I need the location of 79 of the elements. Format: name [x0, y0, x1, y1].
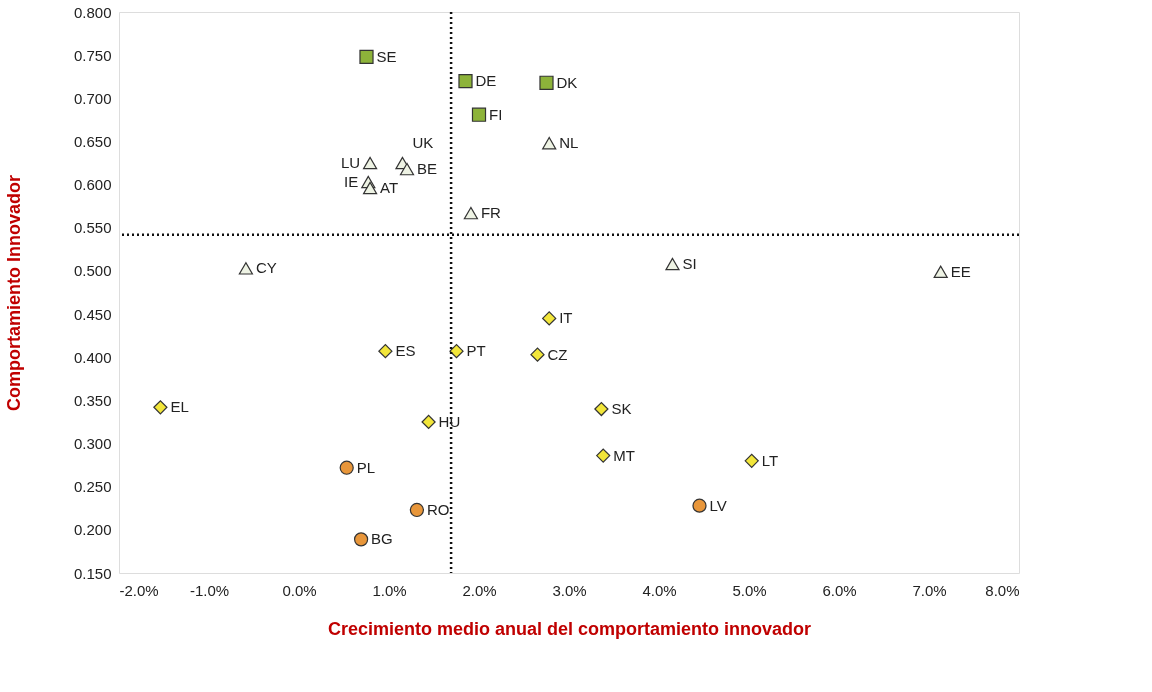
annotation: FR — [480, 204, 502, 222]
y-tick-label: 0.300 — [73, 435, 112, 453]
annotation: LV — [709, 496, 727, 514]
y-tick-label: 0.700 — [73, 89, 112, 107]
point — [362, 156, 378, 170]
y-tick-label: 0.450 — [73, 305, 112, 323]
annotation: FI — [489, 105, 503, 123]
point — [238, 262, 254, 275]
point — [471, 107, 487, 122]
x-axis-title: Crecimiento medio anual del comportamiento innovador — [327, 618, 812, 639]
point — [665, 257, 680, 271]
y-axis-title: Comportamiento Innovador — [3, 174, 24, 412]
annotation: ES — [395, 342, 416, 360]
annotation: SK — [611, 400, 632, 418]
annotation: PL — [356, 458, 376, 476]
annotation: DE — [475, 72, 497, 90]
x-tick-label: 5.0% — [732, 581, 767, 599]
annotation: UK — [412, 134, 434, 152]
y-tick-label: 0.800 — [73, 3, 112, 21]
x-tick-label: 4.0% — [642, 581, 677, 599]
x-tick-label: 2.0% — [462, 581, 497, 599]
point — [458, 73, 473, 89]
annotation: NL — [559, 134, 579, 152]
x-tick-label: 7.0% — [912, 581, 947, 599]
y-tick-label: 0.350 — [73, 391, 112, 409]
x-tick-label: 8.0% — [985, 581, 1020, 599]
x-tick-label: 6.0% — [822, 581, 857, 599]
point — [542, 311, 557, 326]
x-tick-label: 0.0% — [282, 581, 317, 599]
point — [378, 344, 393, 359]
point — [359, 49, 374, 64]
y-tick-label: 0.650 — [73, 132, 112, 150]
point — [409, 502, 425, 518]
x-tick-label: 1.0% — [372, 581, 407, 599]
annotation: PT — [466, 342, 486, 360]
annotation: EE — [950, 262, 971, 280]
annotation: SE — [376, 47, 397, 65]
y-tick-label: 0.150 — [73, 564, 112, 582]
point — [594, 401, 609, 417]
y-tick-label: 0.750 — [73, 46, 112, 64]
y-tick-label: 0.600 — [73, 176, 112, 194]
annotation: DK — [556, 73, 578, 91]
point — [744, 453, 759, 468]
point — [596, 448, 611, 463]
annotation: LT — [761, 451, 779, 469]
point — [449, 344, 464, 359]
point — [339, 460, 354, 475]
annotation: LU — [340, 154, 361, 172]
point — [933, 265, 948, 279]
y-tick-label: 0.250 — [73, 478, 112, 496]
annotation: CZ — [547, 345, 568, 363]
annotation: BG — [371, 530, 393, 548]
point — [530, 347, 545, 362]
x-tick-label: 3.0% — [552, 581, 587, 599]
point — [463, 206, 479, 220]
point — [539, 75, 554, 90]
y-tick-label: 0.500 — [73, 262, 112, 280]
point — [399, 162, 415, 176]
annotation: BE — [417, 160, 438, 178]
annotation: IT — [559, 309, 573, 327]
y-tick-label: 0.400 — [73, 348, 112, 366]
y-tick-label: 0.200 — [73, 521, 112, 539]
annotation: SI — [682, 255, 697, 273]
point — [692, 498, 707, 513]
y-tick-label: 0.550 — [73, 219, 112, 237]
annotation: HU — [438, 412, 461, 430]
annotation: RO — [426, 501, 450, 518]
point — [153, 400, 168, 415]
annotation: AT — [380, 179, 399, 197]
point — [421, 414, 436, 430]
point — [362, 181, 378, 195]
annotation: EL — [170, 398, 189, 416]
annotation: CY — [255, 259, 277, 277]
annotation: MT — [613, 446, 635, 464]
x-tick-label: -1.0% — [189, 581, 230, 599]
point — [542, 136, 557, 150]
x-tick-label: -2.0% — [119, 581, 159, 599]
annotation: IE — [344, 173, 359, 191]
point — [353, 532, 369, 547]
